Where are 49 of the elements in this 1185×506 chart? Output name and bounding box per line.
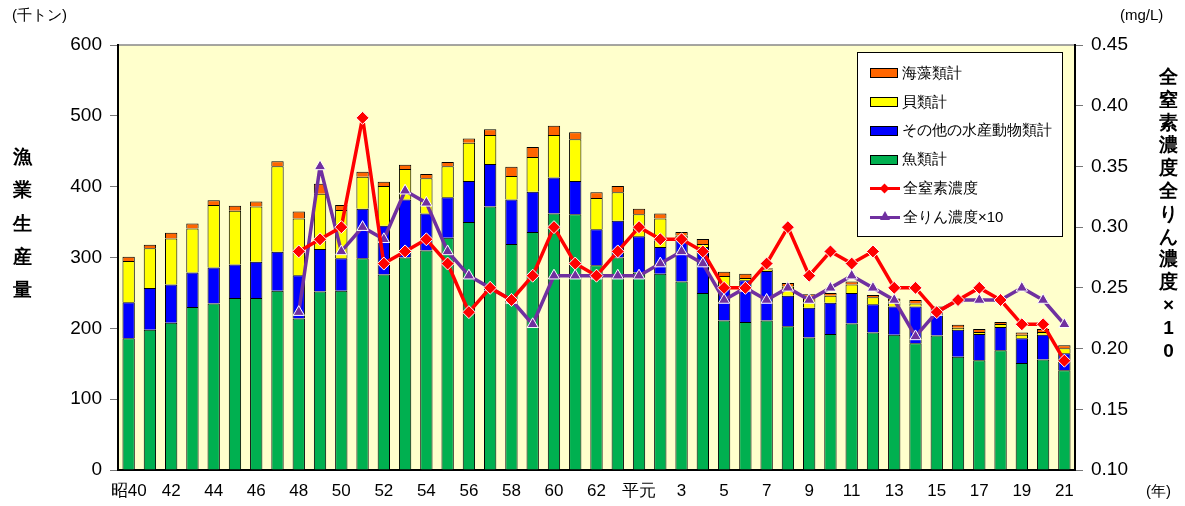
legend-label: 全りん濃度×10	[903, 207, 1004, 227]
x-tick-label: 60	[544, 480, 564, 500]
y-tick-label: 100	[70, 387, 102, 409]
legend-label: その他の水産動物類計	[902, 121, 1052, 141]
x-tick-label: 7	[761, 480, 772, 500]
legend-label: 全窒素濃度	[903, 179, 978, 199]
x-tick-label: 46	[246, 480, 266, 500]
x-tick-label: 19	[1012, 480, 1032, 500]
x-tick-label: 17	[969, 480, 989, 500]
y2-tick-label: 0.25	[1091, 276, 1128, 298]
text: (mg/L)	[1120, 6, 1164, 23]
y2-tick-label: 0.20	[1091, 336, 1128, 358]
y2-tick-label: 0.45	[1091, 33, 1128, 55]
legend-label: 魚類計	[902, 150, 947, 170]
text: 全窒素濃度全りん濃度×10	[1158, 66, 1178, 361]
y-tick-label: 200	[70, 316, 102, 338]
y-tick-label: 500	[70, 104, 102, 126]
x-tick-label: 48	[289, 480, 309, 500]
x-tick-label: 9	[804, 480, 814, 500]
x-tick-label: 54	[416, 480, 436, 500]
x-tick-label: 13	[884, 480, 904, 500]
x-tick-label: 3	[676, 480, 687, 500]
y2-tick-label: 0.30	[1091, 215, 1128, 237]
x-tick-label: 42	[161, 480, 181, 500]
y-tick-label: 400	[70, 174, 102, 196]
y-tick-label: 300	[70, 245, 102, 267]
text: (年)	[1146, 482, 1171, 501]
x-tick-label: 15	[927, 480, 947, 500]
y-tick-label: 0	[91, 458, 102, 480]
x-tick-label: 50	[331, 480, 351, 500]
x-tick-label: 21	[1054, 480, 1074, 500]
y2-tick-label: 0.35	[1091, 154, 1128, 176]
x-tick-label: 平元	[622, 480, 657, 500]
y2-tick-label: 0.15	[1091, 397, 1128, 419]
x-tick-label: 56	[459, 480, 479, 500]
y2-tick-label: 0.10	[1091, 458, 1128, 480]
legend-label: 海藻類計	[902, 63, 962, 83]
x-tick-label: 11	[842, 480, 861, 500]
x-tick-label: 44	[204, 480, 224, 500]
x-tick-label: 5	[719, 480, 729, 500]
text: (千トン)	[12, 6, 67, 25]
x-tick-label: 昭40	[110, 480, 147, 500]
y-axis-title: 漁業生産量	[12, 145, 33, 302]
x-tick-label: 58	[501, 480, 521, 500]
x-tick-label: 52	[374, 480, 394, 500]
y2-tick-label: 0.40	[1091, 93, 1128, 115]
x-tick-label: 62	[587, 480, 606, 500]
y-tick-label: 600	[70, 33, 102, 55]
legend-label: 貝類計	[902, 92, 947, 112]
